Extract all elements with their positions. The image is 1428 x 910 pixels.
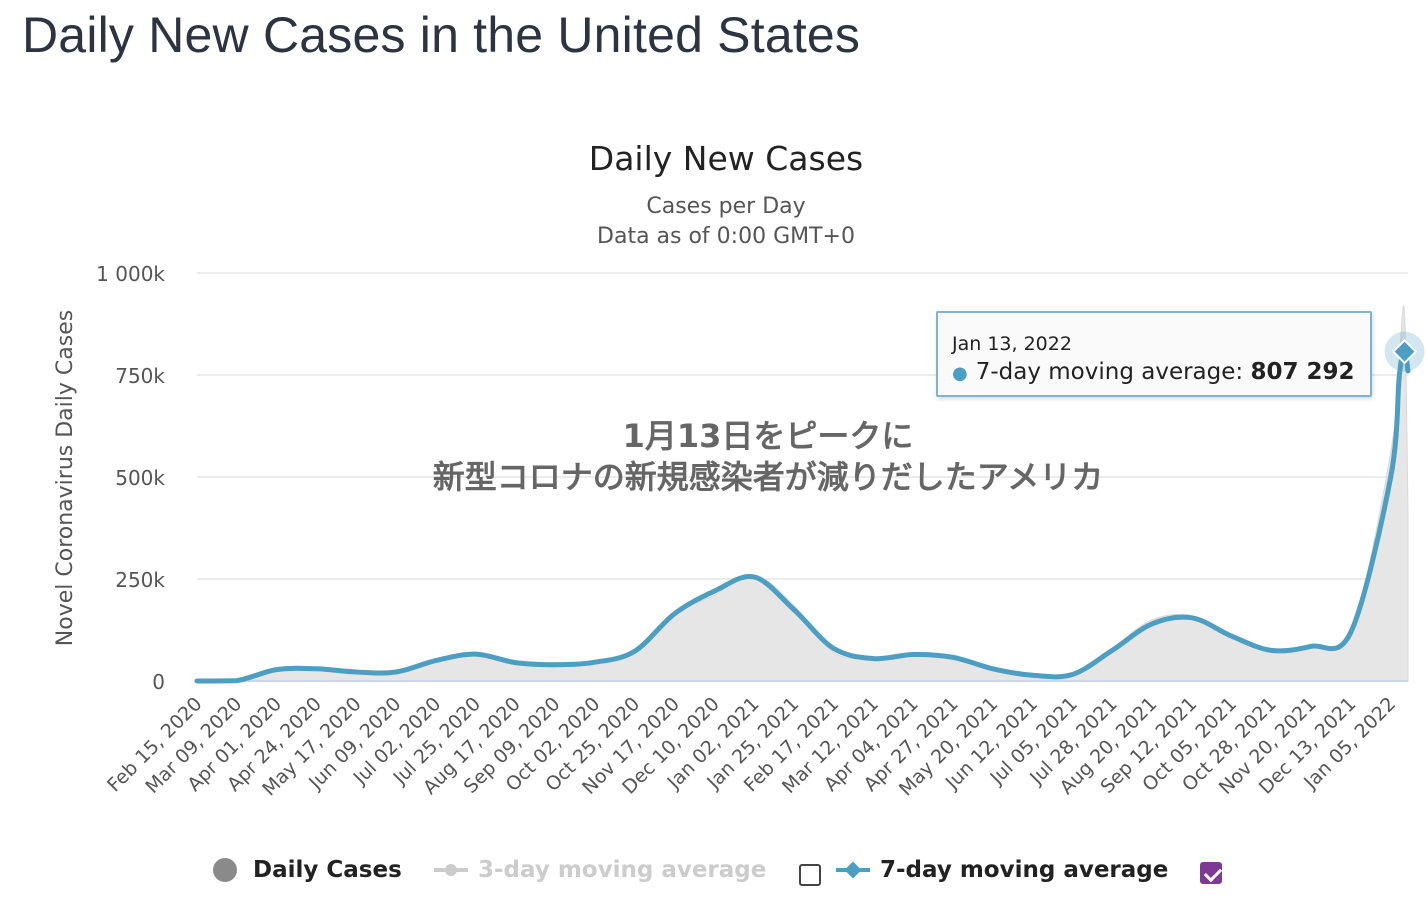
tooltip-bullet-icon: ●	[952, 363, 968, 384]
legend-label-7day: 7-day moving average	[880, 857, 1169, 883]
tooltip: Jan 13, 2022 ● 7-day moving average: 807 …	[936, 311, 1372, 397]
annotation-line-2: 新型コロナの新規感染者が減りだしたアメリカ	[433, 458, 1103, 496]
legend-item-daily-cases[interactable]: Daily Cases	[213, 852, 402, 888]
legend: Daily Cases 3-day moving average 7-day m…	[0, 852, 1428, 892]
y-tick-label: 250k	[115, 568, 165, 592]
tooltip-date: Jan 13, 2022	[952, 333, 1072, 355]
y-tick-label: 750k	[115, 364, 165, 388]
checkbox-7day[interactable]	[1200, 862, 1222, 884]
annotation-line-1: 1月13日をピークに	[623, 417, 914, 455]
legend-line-icon-7day	[836, 861, 870, 879]
y-tick-label: 500k	[115, 466, 165, 490]
highlight-point-marker[interactable]	[1391, 338, 1418, 365]
y-tick-label: 0	[152, 670, 165, 694]
chart-subtitle-1: Cases per Day	[646, 194, 805, 219]
checkbox-3day[interactable]	[799, 864, 821, 886]
seven-day-average-line	[194, 349, 1411, 684]
page-title: Daily New Cases in the United States	[22, 7, 861, 63]
legend-label-daily-cases: Daily Cases	[253, 857, 402, 883]
legend-circle-icon	[213, 858, 237, 882]
legend-item-3day[interactable]: 3-day moving average	[434, 852, 766, 888]
chart-subtitle-2: Data as of 0:00 GMT+0	[597, 224, 855, 249]
chart-title: Daily New Cases	[589, 139, 863, 178]
y-axis-title: Novel Coronavirus Daily Cases	[53, 310, 78, 646]
tooltip-series-line: ● 7-day moving average: 807 292	[952, 359, 1354, 385]
y-tick-label: 1 000k	[96, 262, 165, 286]
legend-line-icon-3day	[434, 864, 468, 876]
y-tick-labels: 0 250k 500k 750k 1 000k	[96, 262, 165, 694]
legend-item-7day[interactable]: 7-day moving average	[836, 852, 1168, 888]
tooltip-series-label: 7-day moving average:	[975, 359, 1244, 385]
tooltip-value: 807 292	[1250, 359, 1355, 385]
legend-label-3day: 3-day moving average	[478, 857, 767, 883]
